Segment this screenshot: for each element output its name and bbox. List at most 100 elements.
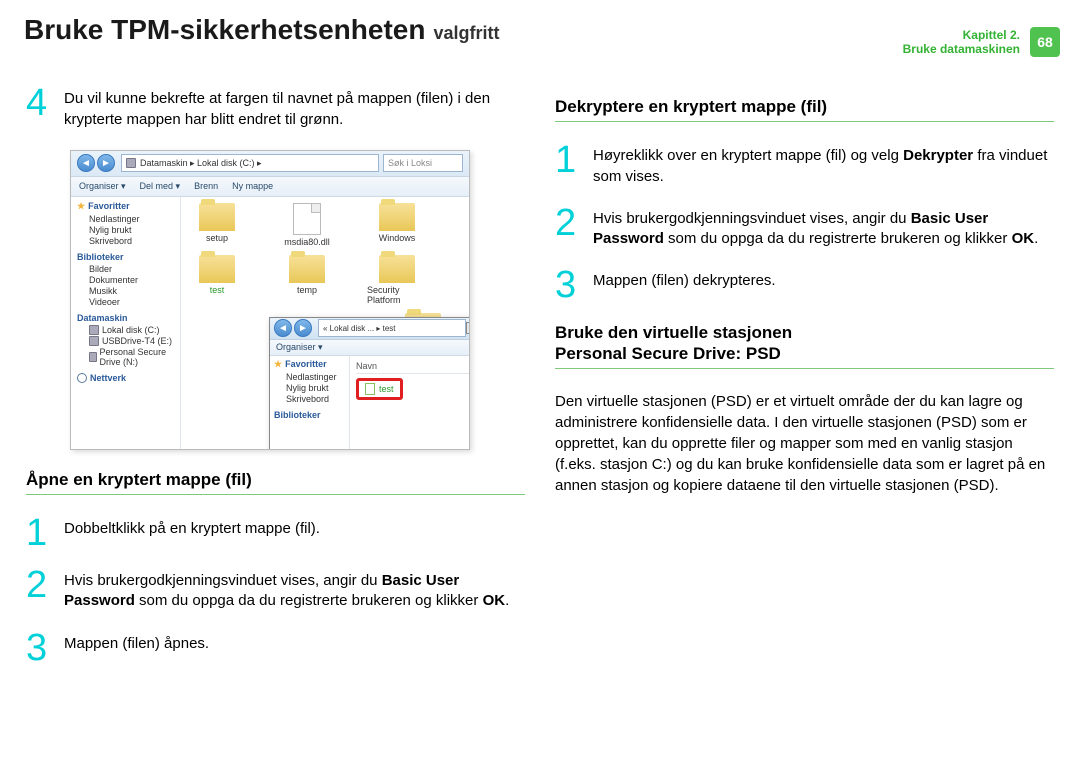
step-body: Mappen (filen) åpnes. <box>64 632 209 664</box>
open-step-2: 2 Hvis brukergodkjenningsvinduet vises, … <box>26 569 525 612</box>
star-icon: ★ <box>274 359 282 370</box>
header-left: Bruke TPM-sikkerhetsenheten valgfritt <box>24 14 499 46</box>
sidebar-item[interactable]: Nylig brukt <box>77 225 174 235</box>
folder-item[interactable]: Windows <box>367 203 427 247</box>
search-box[interactable]: Søk i Loksi <box>383 154 463 172</box>
back-button[interactable]: ◄ <box>77 154 95 172</box>
star-icon: ★ <box>77 201 85 212</box>
decrypt-step-3: 3 Mappen (filen) dekrypteres. <box>555 269 1054 301</box>
explorer-sidebar: ★Favoritter Nedlastinger Nylig brukt Skr… <box>71 197 181 449</box>
sub-sidebar: ★Favoritter Nedlastinger Nylig brukt Skr… <box>270 356 350 450</box>
step-num: 3 <box>555 269 583 301</box>
forward-button[interactable]: ► <box>97 154 115 172</box>
chapter-line1: Kapittel 2. <box>903 28 1020 42</box>
right-column: Dekryptere en kryptert mappe (fil) 1 Høy… <box>555 87 1054 684</box>
sidebar-item[interactable]: USBDrive-T4 (E:) <box>77 336 174 346</box>
sidebar-item[interactable]: Videoer <box>77 297 174 307</box>
decrypt-step-2: 2 Hvis brukergodkjenningsvinduet vises, … <box>555 207 1054 250</box>
step-4: 4 Du vil kunne bekrefte at fargen til na… <box>26 87 525 130</box>
drive-icon <box>89 352 97 362</box>
minimize-button[interactable] <box>466 322 470 334</box>
sidebar-item[interactable]: Musikk <box>77 286 174 296</box>
sidebar-item[interactable]: Nedlastinger <box>77 214 174 224</box>
section-decrypt: Dekryptere en kryptert mappe (fil) <box>555 97 1054 122</box>
psd-heading-line1: Bruke den virtuelle stasjonen <box>555 322 1054 343</box>
address-bar[interactable]: Datamaskin ▸ Lokal disk (C:) ▸ <box>121 154 379 172</box>
document-icon <box>365 383 375 395</box>
step-num: 2 <box>26 569 54 612</box>
folder-icon <box>379 203 415 231</box>
toolbar-burn[interactable]: Brenn <box>194 181 218 191</box>
left-column: 4 Du vil kunne bekrefte at fargen til na… <box>26 87 525 684</box>
sidebar-libs-head[interactable]: Biblioteker <box>274 410 345 420</box>
network-icon <box>77 373 87 383</box>
step-num: 3 <box>26 632 54 664</box>
sub-address-bar[interactable]: « Lokal disk ... ▸ test <box>318 319 466 337</box>
explorer-toolbar: Organiser ▾ Del med ▾ Brenn Ny mappe <box>71 177 469 197</box>
header-right: Kapittel 2. Bruke datamaskinen 68 <box>903 27 1060 57</box>
drive-icon <box>89 336 99 346</box>
page-subtitle: valgfritt <box>433 23 499 44</box>
step-num: 2 <box>555 207 583 250</box>
forward-button[interactable]: ► <box>294 319 312 337</box>
highlighted-encrypted-file[interactable]: test <box>356 378 403 400</box>
open-step-1: 1 Dobbeltklikk på en kryptert mappe (fil… <box>26 517 525 549</box>
sidebar-item[interactable]: Dokumenter <box>77 275 174 285</box>
sub-toolbar: Organiser ▾ <box>270 340 470 356</box>
sidebar-computer-head[interactable]: Datamaskin <box>77 313 174 323</box>
sidebar-item[interactable]: Bilder <box>77 264 174 274</box>
step-body: Mappen (filen) dekrypteres. <box>593 269 776 301</box>
sub-explorer-window: ◄ ► « Lokal disk ... ▸ test Organiser ▾ <box>269 317 470 450</box>
psd-heading-line2: Personal Secure Drive: PSD <box>555 343 1054 364</box>
nav-arrows: ◄ ► <box>77 154 115 172</box>
open-step-3: 3 Mappen (filen) åpnes. <box>26 632 525 664</box>
chapter-label: Kapittel 2. Bruke datamaskinen <box>903 28 1020 57</box>
sidebar-item[interactable]: Personal Secure Drive (N:) <box>77 347 174 367</box>
chapter-line2: Bruke datamaskinen <box>903 42 1020 56</box>
drive-icon <box>126 158 136 168</box>
address-text: Datamaskin ▸ Lokal disk (C:) ▸ <box>140 158 262 169</box>
step-body: Hvis brukergodkjenningsvinduet vises, an… <box>64 569 525 612</box>
toolbar-newfolder[interactable]: Ny mappe <box>232 181 273 191</box>
sidebar-item[interactable]: Skrivebord <box>274 394 345 404</box>
folder-item[interactable]: test <box>187 255 247 305</box>
sidebar-item[interactable]: Nedlastinger <box>274 372 345 382</box>
encrypted-label: test <box>210 285 225 295</box>
psd-paragraph: Den virtuelle stasjonen (PSD) er et virt… <box>555 391 1054 496</box>
window-buttons <box>466 322 470 334</box>
folder-item[interactable]: temp <box>277 255 337 305</box>
folder-icon <box>379 255 415 283</box>
folder-icon <box>199 203 235 231</box>
folder-icon <box>199 255 235 283</box>
step-num: 4 <box>26 87 54 130</box>
sidebar-libs-head[interactable]: Biblioteker <box>77 252 174 262</box>
page-header: Bruke TPM-sikkerhetsenheten valgfritt Ka… <box>0 0 1080 67</box>
toolbar-organize[interactable]: Organiser ▾ <box>79 181 126 192</box>
page-title: Bruke TPM-sikkerhetsenheten <box>24 14 425 46</box>
sidebar-item[interactable]: Skrivebord <box>77 236 174 246</box>
column-header-name[interactable]: Navn <box>356 359 470 374</box>
explorer-addressbar-row: ◄ ► Datamaskin ▸ Lokal disk (C:) ▸ Søk i… <box>71 151 469 177</box>
file-item[interactable]: msdia80.dll <box>277 203 337 247</box>
toolbar-share[interactable]: Del med ▾ <box>140 181 181 192</box>
sidebar-favorites-head[interactable]: ★Favoritter <box>274 359 345 370</box>
sidebar-item[interactable]: Lokal disk (C:) <box>77 325 174 335</box>
section-open-encrypted: Åpne en kryptert mappe (fil) <box>26 470 525 495</box>
step-body: Du vil kunne bekrefte at fargen til navn… <box>64 87 525 130</box>
back-button[interactable]: ◄ <box>274 319 292 337</box>
explorer-main-pane: setup msdia80.dll Windows test temp Secu… <box>181 197 469 449</box>
sidebar-favorites-head[interactable]: ★Favoritter <box>77 201 174 212</box>
step-body: Hvis brukergodkjenningsvinduet vises, an… <box>593 207 1054 250</box>
step-num: 1 <box>26 517 54 549</box>
sidebar-network-head[interactable]: Nettverk <box>77 373 174 383</box>
sub-addressbar-row: ◄ ► « Lokal disk ... ▸ test <box>270 318 470 340</box>
sidebar-item[interactable]: Nylig brukt <box>274 383 345 393</box>
folder-icon <box>289 255 325 283</box>
sub-main-pane: Navn test <box>350 356 470 450</box>
step-body: Dobbeltklikk på en kryptert mappe (fil). <box>64 517 320 549</box>
folder-item[interactable]: setup <box>187 203 247 247</box>
folder-item[interactable]: Security Platform <box>367 255 427 305</box>
step-num: 1 <box>555 144 583 187</box>
section-psd: Bruke den virtuelle stasjonen Personal S… <box>555 322 1054 370</box>
explorer-body: ★Favoritter Nedlastinger Nylig brukt Skr… <box>71 197 469 449</box>
